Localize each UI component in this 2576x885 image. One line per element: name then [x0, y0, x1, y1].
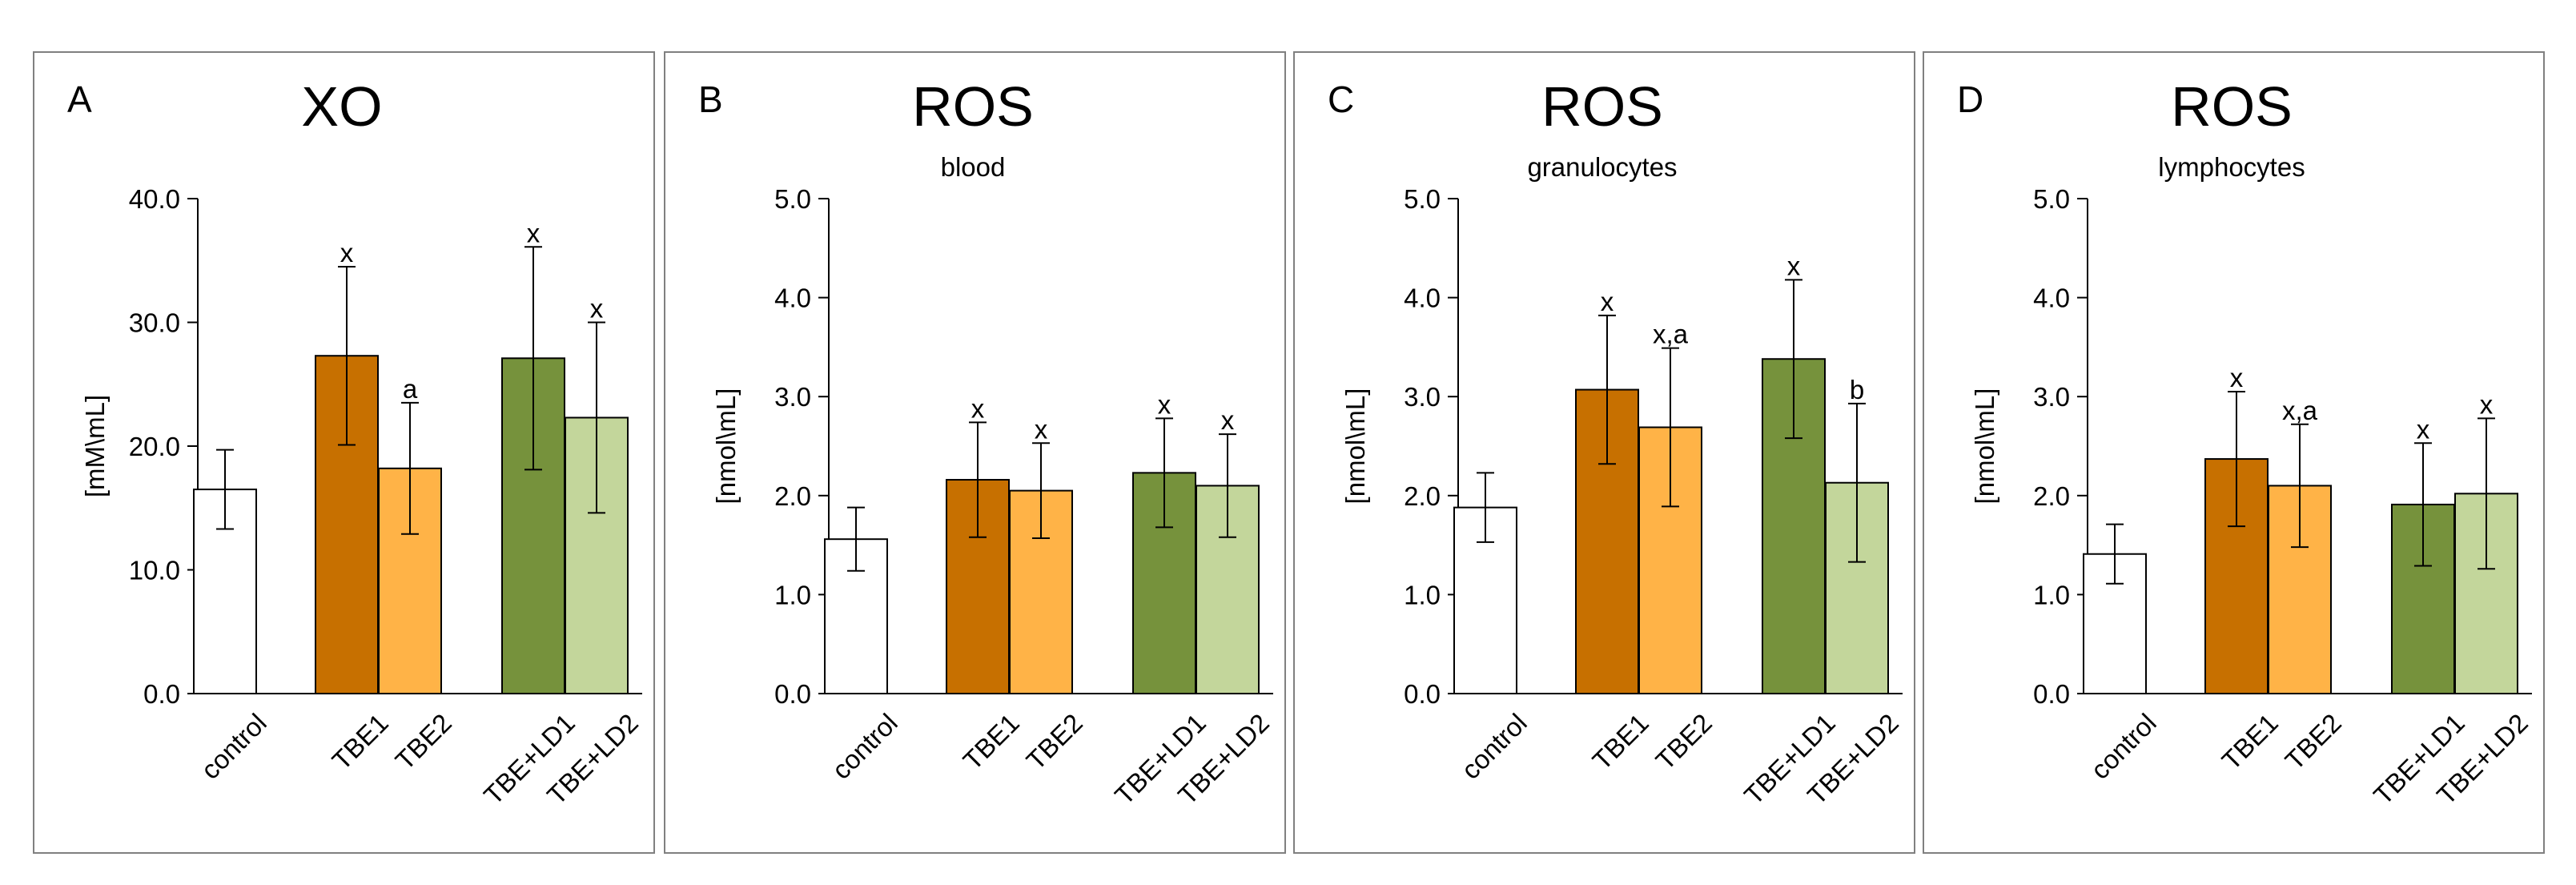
y-tick-label: 2.0	[1404, 481, 1441, 511]
y-tick-label: 1.0	[2033, 580, 2070, 609]
y-tick-label: 5.0	[1404, 184, 1441, 214]
significance-label: x,a	[1653, 320, 1689, 349]
significance-label: x	[1787, 251, 1801, 280]
chart-title: ROS	[2171, 75, 2293, 138]
chart-subtitle: granulocytes	[1527, 152, 1677, 182]
y-tick-label: 10.0	[129, 556, 180, 585]
chart-subtitle: blood	[941, 152, 1006, 182]
significance-label: a	[403, 374, 418, 404]
y-tick-label: 0.0	[774, 679, 811, 709]
significance-label: x	[527, 218, 541, 247]
y-tick-label: 2.0	[774, 481, 811, 511]
chart-panel-d: D ROS lymphocytes 0.0 1.0 2.0 3.0 4.0 5.0 [nmol\m…	[1923, 51, 2545, 854]
panel-border	[664, 51, 1286, 854]
y-tick-label: 3.0	[774, 382, 811, 412]
significance-label: x	[2417, 414, 2430, 444]
significance-label: x	[1601, 287, 1614, 316]
significance-label: x	[1035, 414, 1048, 444]
y-tick-label: 1.0	[774, 580, 811, 609]
panel-label: B	[698, 78, 723, 120]
y-tick-label: 3.0	[2033, 382, 2070, 412]
y-tick-label: 4.0	[1404, 284, 1441, 313]
chart-title: ROS	[912, 75, 1034, 138]
chart-panel-a: A XO0.010.020.030.040.0[mM\mL]controlxTBE…	[33, 51, 655, 854]
chart-title: XO	[301, 75, 382, 138]
significance-label: x	[971, 393, 985, 423]
panel-label: C	[1328, 78, 1354, 120]
y-tick-label: 0.0	[1404, 679, 1441, 709]
chart-panel-b: B ROSblood0.01.02.03.04.05.0[nmol\mL]cont…	[664, 51, 1286, 854]
y-tick-label: 3.0	[1404, 382, 1441, 412]
chart-subtitle: lymphocytes	[2158, 152, 2305, 182]
significance-label: x	[1221, 405, 1235, 435]
y-tick-label: 20.0	[129, 432, 180, 461]
y-axis-label: [nmol\mL]	[711, 388, 741, 505]
bar-tbe2	[1638, 426, 1702, 694]
panel-border	[1923, 51, 2545, 854]
y-tick-label: 5.0	[774, 184, 811, 214]
y-tick-label: 0.0	[2033, 679, 2070, 709]
y-axis-label: [nmol\mL]	[1970, 388, 1999, 505]
y-tick-label: 0.0	[143, 679, 180, 709]
y-axis-label: [nmol\mL]	[1340, 388, 1370, 505]
significance-label: x	[2480, 389, 2494, 419]
y-tick-label: 4.0	[774, 284, 811, 313]
significance-label: x	[590, 294, 604, 324]
significance-label: x	[2230, 363, 2244, 392]
significance-label: x	[1158, 389, 1171, 419]
significance-label: x,a	[2282, 396, 2318, 425]
y-tick-label: 1.0	[1404, 580, 1441, 609]
panel-label: A	[67, 78, 92, 120]
y-tick-label: 30.0	[129, 308, 180, 338]
chart-panel-c: C ROS granulocytes 0.0 1.0 2.0 3.0 4.0 5.0 [nmol\…	[1293, 51, 1915, 854]
y-axis-label: [mM\mL]	[80, 395, 110, 497]
y-tick-label: 40.0	[129, 184, 180, 214]
significance-label: x	[340, 238, 354, 268]
y-tick-label: 2.0	[2033, 481, 2070, 511]
chart-title: ROS	[1541, 75, 1663, 138]
significance-label: b	[1850, 375, 1864, 404]
y-tick-label: 5.0	[2033, 184, 2070, 214]
y-tick-label: 4.0	[2033, 284, 2070, 313]
panel-label: D	[1957, 78, 1983, 120]
